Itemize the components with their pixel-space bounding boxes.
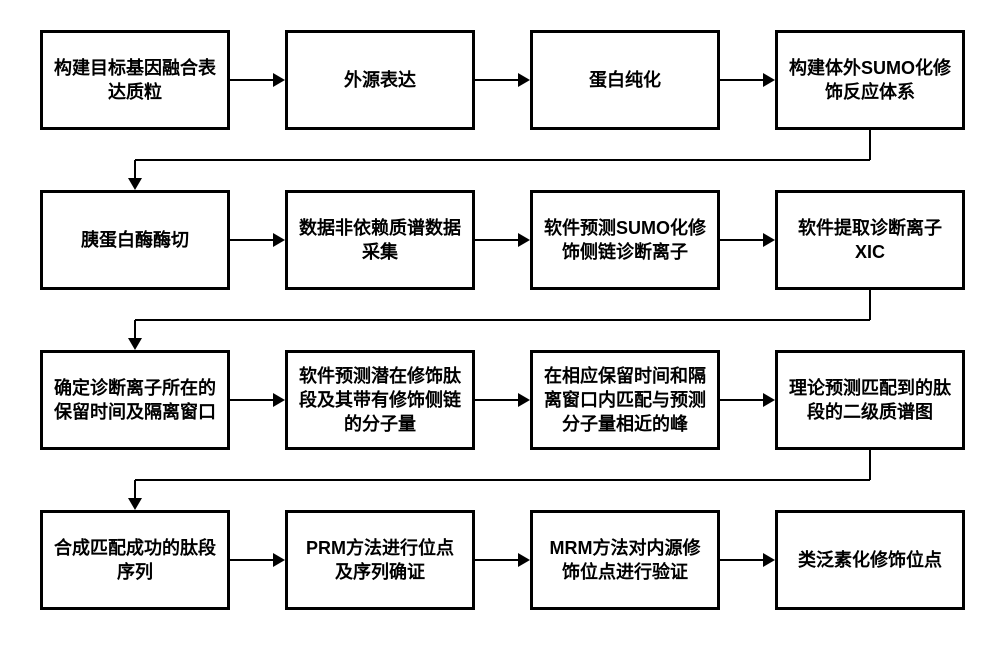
flow-node-label: 构建体外SUMO化修 饰反应体系 — [789, 56, 951, 105]
arrow-head-icon — [763, 233, 775, 247]
flow-node-label: MRM方法对内源修 饰位点进行验证 — [550, 536, 701, 585]
arrow-head-icon — [273, 73, 285, 87]
flow-node-label: 外源表达 — [344, 68, 416, 92]
flowchart-canvas: 构建目标基因融合表 达质粒 外源表达 蛋白纯化 构建体外SUMO化修 饰反应体系胰蛋白… — [0, 0, 1000, 664]
flow-node-n11: 理论预测匹配到的肽 段的二级质谱图 — [775, 350, 965, 450]
arrow-line — [135, 319, 870, 321]
flow-node-n13: PRM方法进行位点 及序列确证 — [285, 510, 475, 610]
flow-node-label: 确定诊断离子所在的 保留时间及隔离窗口 — [54, 376, 216, 425]
flow-node-label: 构建目标基因融合表 达质粒 — [54, 56, 216, 105]
flow-node-label: 软件提取诊断离子 XIC — [798, 216, 942, 265]
flow-node-label: 软件预测SUMO化修 饰侧链诊断离子 — [544, 216, 706, 265]
flow-node-n8: 确定诊断离子所在的 保留时间及隔离窗口 — [40, 350, 230, 450]
flow-node-n3: 构建体外SUMO化修 饰反应体系 — [775, 30, 965, 130]
arrow-line — [869, 130, 871, 160]
arrow-head-icon — [128, 498, 142, 510]
arrow-head-icon — [763, 393, 775, 407]
arrow-line — [230, 399, 275, 401]
flow-node-label: PRM方法进行位点 及序列确证 — [306, 536, 454, 585]
flow-node-label: 类泛素化修饰位点 — [798, 548, 942, 572]
arrow-line — [230, 559, 275, 561]
arrow-line — [135, 479, 870, 481]
flow-node-n9: 软件预测潜在修饰肽 段及其带有修饰侧链 的分子量 — [285, 350, 475, 450]
flow-node-label: 理论预测匹配到的肽 段的二级质谱图 — [789, 376, 951, 425]
flow-node-n6: 软件预测SUMO化修 饰侧链诊断离子 — [530, 190, 720, 290]
arrow-line — [869, 290, 871, 320]
arrow-line — [720, 239, 765, 241]
flow-node-label: 胰蛋白酶酶切 — [81, 228, 189, 252]
flow-node-label: 合成匹配成功的肽段 序列 — [54, 536, 216, 585]
flow-node-n0: 构建目标基因融合表 达质粒 — [40, 30, 230, 130]
arrow-line — [135, 159, 870, 161]
arrow-line — [134, 320, 136, 340]
flow-node-n14: MRM方法对内源修 饰位点进行验证 — [530, 510, 720, 610]
arrow-line — [475, 399, 520, 401]
arrow-head-icon — [518, 233, 530, 247]
flow-node-label: 软件预测潜在修饰肽 段及其带有修饰侧链 的分子量 — [299, 364, 461, 437]
arrow-head-icon — [763, 73, 775, 87]
arrow-head-icon — [518, 553, 530, 567]
arrow-line — [475, 79, 520, 81]
arrow-head-icon — [273, 553, 285, 567]
flow-node-n10: 在相应保留时间和隔 离窗口内匹配与预测 分子量相近的峰 — [530, 350, 720, 450]
flow-node-n1: 外源表达 — [285, 30, 475, 130]
arrow-line — [475, 239, 520, 241]
flow-node-n7: 软件提取诊断离子 XIC — [775, 190, 965, 290]
arrow-line — [230, 239, 275, 241]
flow-node-label: 数据非依赖质谱数据 采集 — [299, 216, 461, 265]
flow-node-n2: 蛋白纯化 — [530, 30, 720, 130]
arrow-head-icon — [273, 233, 285, 247]
arrow-head-icon — [273, 393, 285, 407]
arrow-line — [134, 480, 136, 500]
arrow-line — [720, 399, 765, 401]
arrow-line — [720, 79, 765, 81]
flow-node-n5: 数据非依赖质谱数据 采集 — [285, 190, 475, 290]
arrow-head-icon — [518, 393, 530, 407]
arrow-line — [869, 450, 871, 480]
arrow-line — [720, 559, 765, 561]
flow-node-n15: 类泛素化修饰位点 — [775, 510, 965, 610]
arrow-line — [134, 160, 136, 180]
arrow-head-icon — [128, 338, 142, 350]
arrow-head-icon — [128, 178, 142, 190]
arrow-head-icon — [518, 73, 530, 87]
flow-node-n12: 合成匹配成功的肽段 序列 — [40, 510, 230, 610]
flow-node-label: 蛋白纯化 — [589, 68, 661, 92]
flow-node-label: 在相应保留时间和隔 离窗口内匹配与预测 分子量相近的峰 — [544, 364, 706, 437]
flow-node-n4: 胰蛋白酶酶切 — [40, 190, 230, 290]
arrow-line — [475, 559, 520, 561]
arrow-line — [230, 79, 275, 81]
arrow-head-icon — [763, 553, 775, 567]
